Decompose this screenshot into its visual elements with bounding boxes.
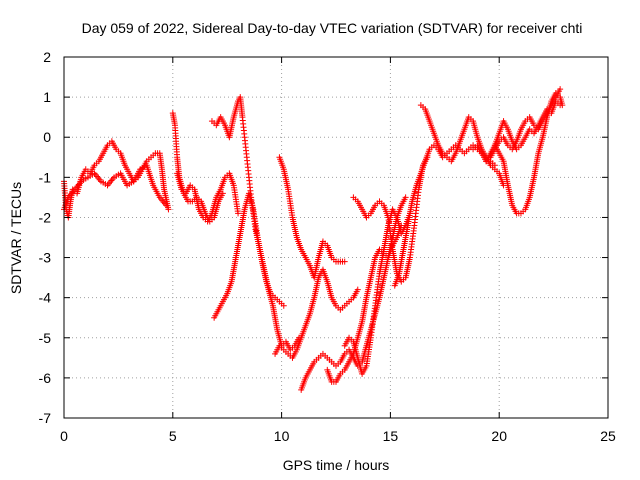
axis-ticks: 0 5 10 15 20 25 -7 -6 -5 -4 -3 -2 -1 0 1 2 — [39, 49, 616, 444]
data-point — [341, 258, 348, 265]
data-point — [163, 202, 170, 209]
x-axis-label: GPS time / hours — [283, 457, 390, 473]
data-point — [402, 194, 409, 201]
y-tick-label: -7 — [39, 410, 52, 426]
data-series — [61, 162, 170, 213]
plot-border — [63, 56, 609, 419]
x-tick-label: 0 — [60, 428, 68, 444]
x-tick-label: 20 — [491, 428, 507, 444]
data-point — [559, 102, 566, 109]
y-tick-label: 1 — [43, 89, 51, 105]
data-series — [272, 266, 361, 361]
y-tick-label: -5 — [39, 330, 52, 346]
data-markers — [61, 86, 566, 393]
y-tick-label: -2 — [39, 209, 52, 225]
y-tick-label: -1 — [39, 169, 52, 185]
y-tick-label: -6 — [39, 370, 52, 386]
x-tick-label: 5 — [169, 428, 177, 444]
data-series — [174, 170, 242, 225]
data-point — [354, 286, 361, 293]
chart-title: Day 059 of 2022, Sidereal Day-to-day VTE… — [82, 20, 583, 36]
y-tick-label: -3 — [39, 250, 52, 266]
data-point — [165, 206, 172, 213]
y-tick-label: 0 — [43, 129, 51, 145]
data-point — [235, 210, 242, 217]
x-tick-label: 15 — [383, 428, 399, 444]
data-series — [470, 86, 564, 165]
y-axis-label: SDTVAR / TECUs — [8, 182, 24, 294]
data-point — [280, 302, 287, 309]
data-series — [211, 190, 287, 321]
data-point — [557, 86, 564, 93]
data-series — [491, 90, 566, 217]
y-tick-label: 2 — [43, 49, 51, 65]
x-tick-label: 10 — [274, 428, 290, 444]
x-tick-label: 25 — [600, 428, 616, 444]
data-series — [341, 206, 413, 377]
data-series — [276, 154, 348, 281]
y-tick-label: -4 — [39, 290, 52, 306]
